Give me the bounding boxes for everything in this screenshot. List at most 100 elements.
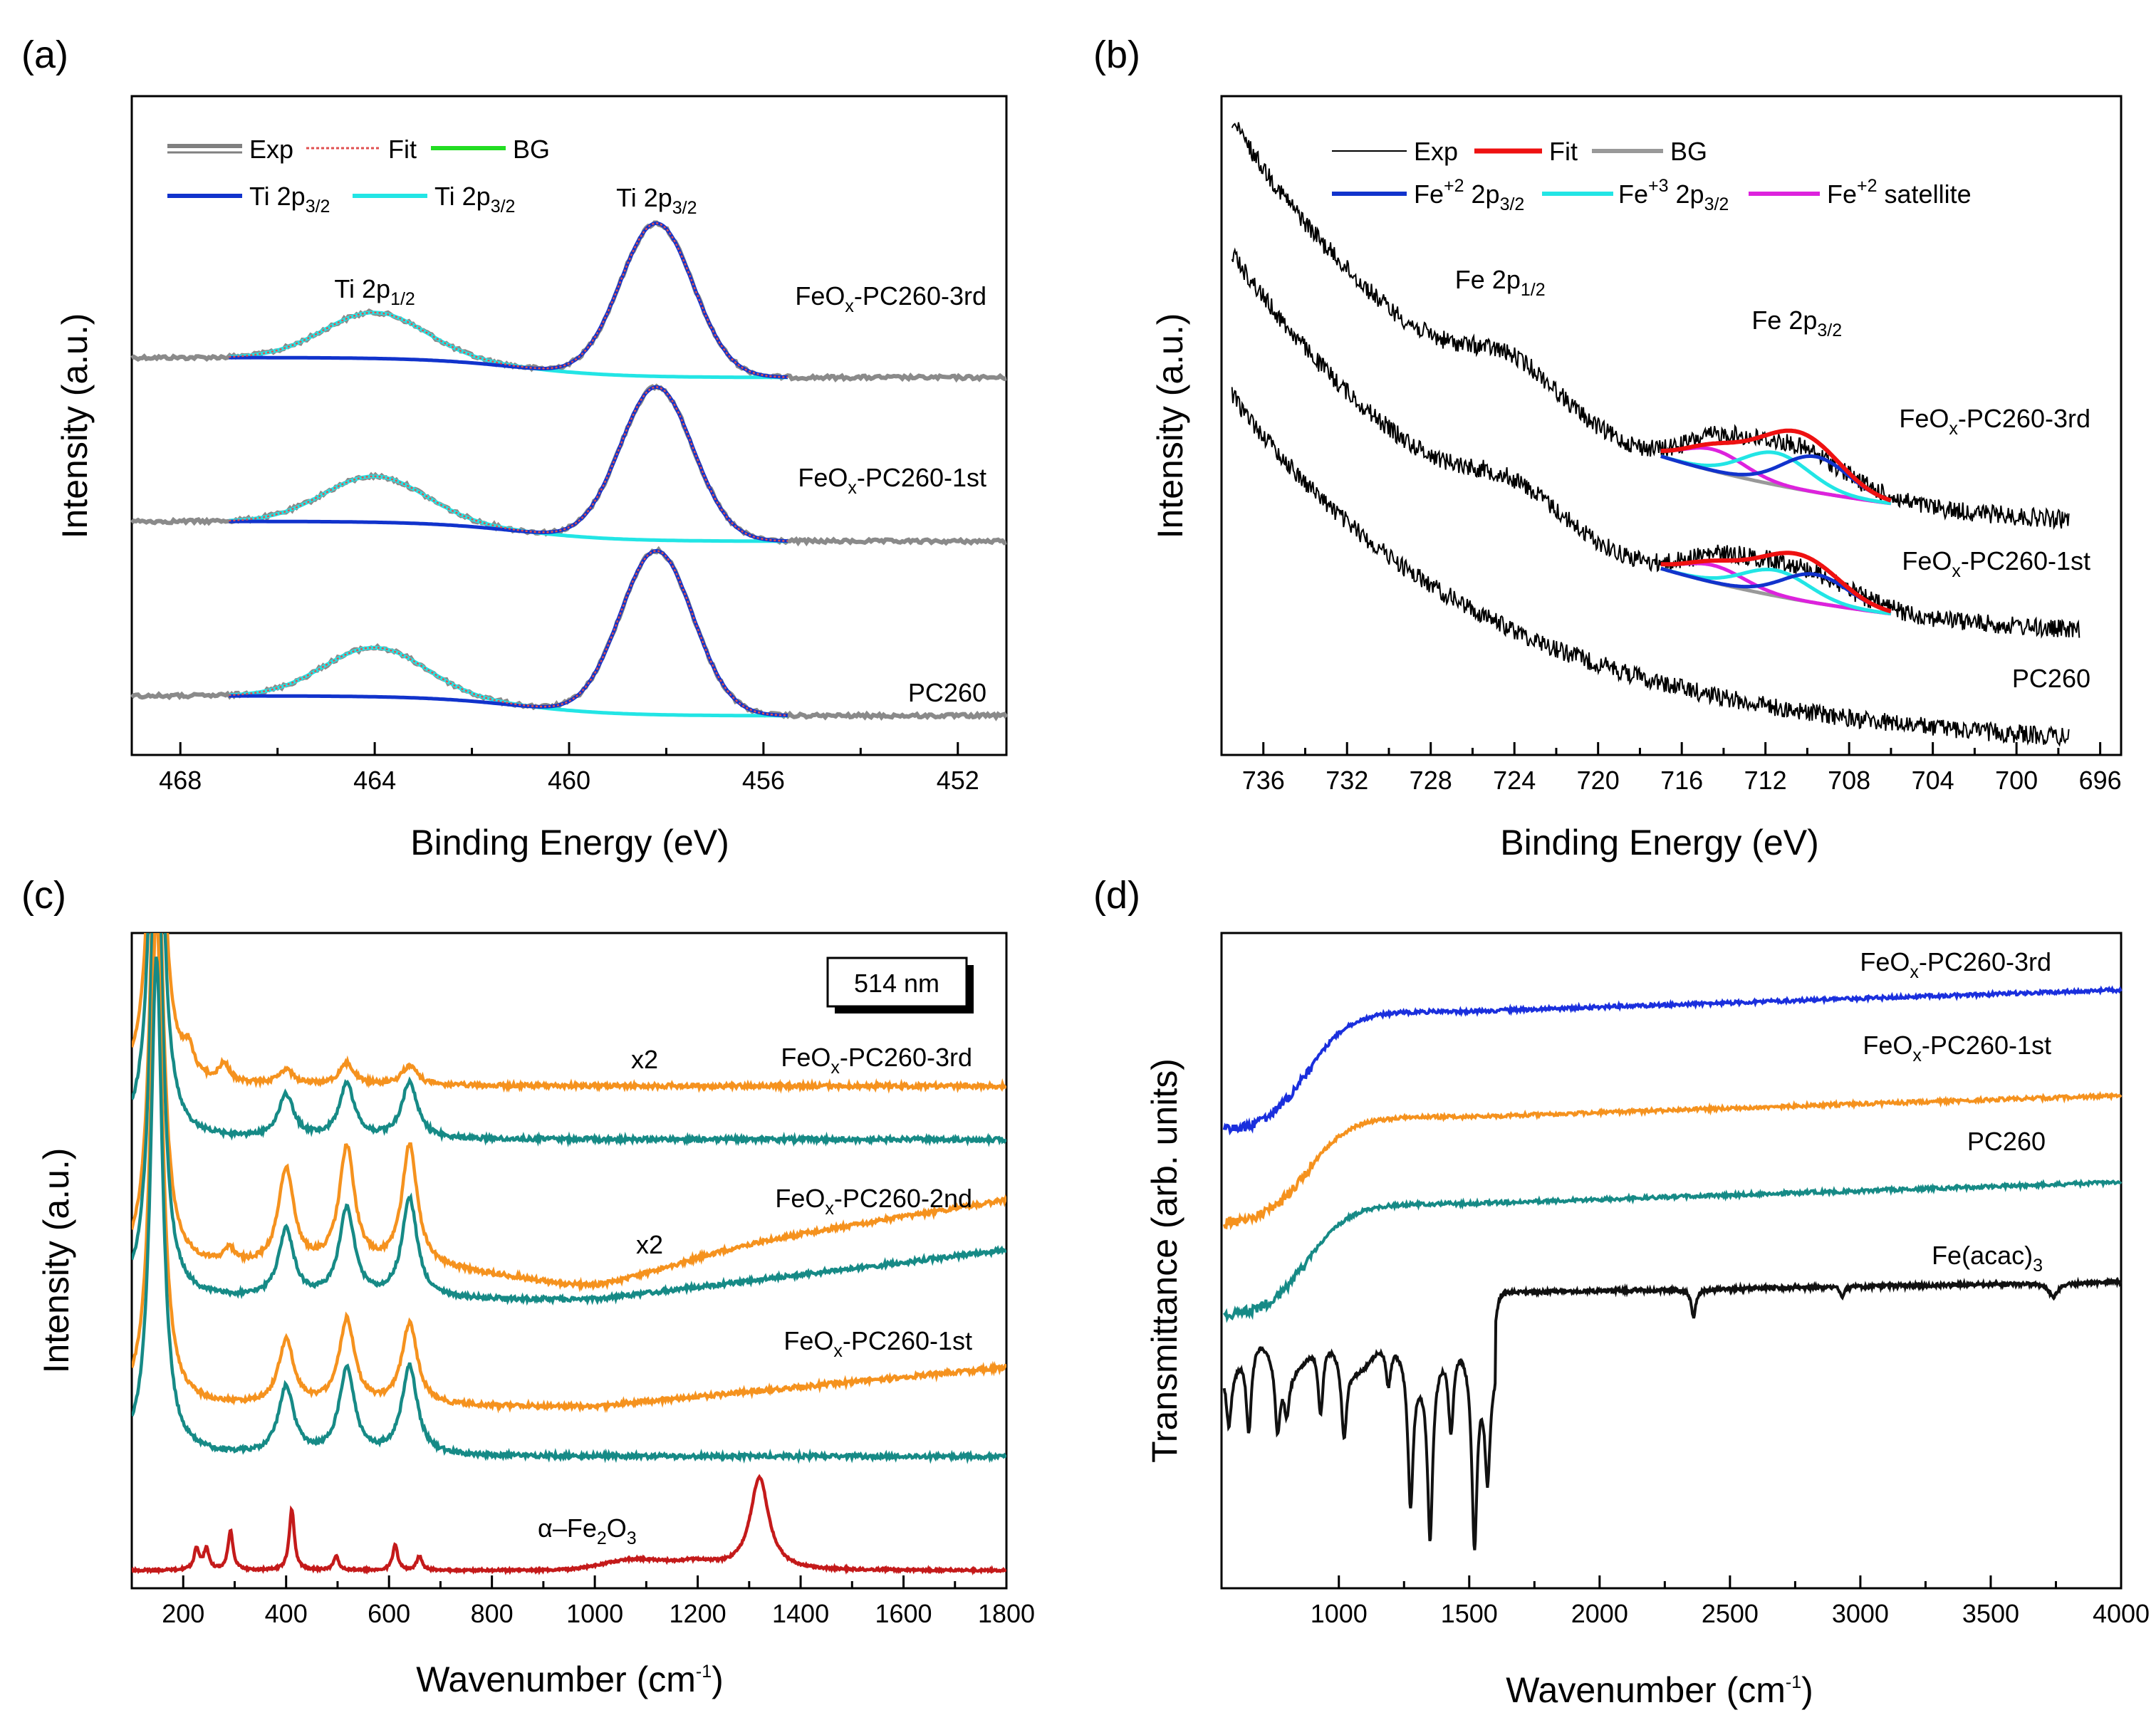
panel-a-fit-curve <box>229 386 788 542</box>
legend-b-fit-label: Fit <box>1549 137 1578 166</box>
panel-c-x-axis: 200 400 600 800 1000 1200 1400 1600 1800 <box>162 1575 1035 1628</box>
panel-c-label: (c) <box>21 874 66 917</box>
panel-c-y-label: Intensity (a.u.) <box>36 1148 76 1374</box>
panel-d-acac-curve <box>1222 1276 2122 1551</box>
panel-b-x-tick-label: 728 <box>1410 766 1452 795</box>
legend-ti-a-label: Ti 2p3/2 <box>249 182 330 217</box>
panel-c-raman-curve <box>132 957 1006 1464</box>
panel-c-series-label: FeOx-PC260-2nd <box>775 1184 972 1219</box>
panel-b-fe3-component <box>1660 450 1892 506</box>
panel-a-series-label: FeOx-PC260-3rd <box>795 281 986 316</box>
panel-b-exp-curve <box>1231 387 2070 747</box>
panel-b-x-tick-label: 696 <box>2079 766 2122 795</box>
panel-c-x-tick-label: 1000 <box>566 1599 623 1628</box>
panel-c-series-label: FeOx-PC260-1st <box>783 1326 972 1361</box>
panel-b-series-label: FeOx-PC260-1st <box>1902 546 2090 581</box>
legend-b-bg-label: BG <box>1670 137 1707 166</box>
panel-d-series-label: FeOx-PC260-3rd <box>1860 947 2051 982</box>
panel-a-x-tick-label: 452 <box>937 766 979 795</box>
panel-c-x-label: Wavenumber (cm-1) <box>416 1659 724 1699</box>
legend-ti-b-label: Ti 2p3/2 <box>434 182 515 217</box>
laser-wavelength: 514 nm <box>854 969 939 998</box>
panel-b-x-tick-label: 732 <box>1326 766 1368 795</box>
legend-b-sat-label: Fe+2 satellite <box>1827 176 1972 209</box>
panel-a-ti-3-2-component <box>229 385 788 543</box>
panel-b-fit-curve <box>1660 551 1892 614</box>
panel-b-x-tick-label: 720 <box>1577 766 1620 795</box>
panel-a-peak-label: Ti 2p1/2 <box>334 274 415 309</box>
panel-b-legend: Exp Fit BG Fe+2 2p3/2 Fe+3 2p3/2 Fe+2 sa… <box>1332 137 1972 214</box>
panel-b-y-label: Intensity (a.u.) <box>1150 313 1190 539</box>
panel-d-ir-curve <box>1222 1090 2123 1231</box>
panel-b-x-tick-label: 700 <box>1995 766 2038 795</box>
panel-b-frame <box>1220 95 2123 756</box>
panel-b-x-label: Binding Energy (eV) <box>1500 823 1818 862</box>
panel-c: (c) 200 400 600 800 1000 1200 1400 1600 1800 Int… <box>21 874 1035 1699</box>
panel-d-x-axis: 1000 1500 2000 2500 3000 3500 4000 <box>1311 1575 2150 1628</box>
panel-a: (a) 468 464 460 456 452 Intensity (a.u.) Bin… <box>21 33 1009 862</box>
panel-c-raman-curve <box>132 933 1006 1293</box>
panel-a-x-tick-label: 460 <box>548 766 590 795</box>
panel-a-annotations: FeOx-PC260-3rd FeOx-PC260-1st PC260 Ti 2p1/… <box>334 183 986 707</box>
panel-b-peak-label: Fe 2p1/2 <box>1455 265 1546 300</box>
panel-a-x-label: Binding Energy (eV) <box>410 823 729 862</box>
panel-b-fe2-satellite <box>1660 446 1892 506</box>
panel-b-x-tick-label: 736 <box>1242 766 1285 795</box>
legend-b-fe3-label: Fe+3 2p3/2 <box>1618 176 1729 214</box>
panel-d-x-tick-label: 3500 <box>1962 1599 2019 1628</box>
panel-c-x-tick-label: 1600 <box>875 1599 932 1628</box>
panel-d: (d) 1000 1500 2000 2500 3000 3500 4000 Transmi… <box>1093 874 2150 1710</box>
panel-a-legend: Exp Fit BG Ti 2p3/2 Ti 2p3/2 <box>167 135 550 217</box>
panel-b-fit-curve <box>1660 428 1892 503</box>
panel-c-x-tick-label: 800 <box>471 1599 514 1628</box>
panel-c-x-tick-label: 200 <box>162 1599 204 1628</box>
panel-c-series-label: FeOx-PC260-3rd <box>781 1043 972 1078</box>
panel-a-series-label: FeOx-PC260-1st <box>798 463 986 498</box>
panel-d-y-label: Transmittance (arb. units) <box>1145 1058 1184 1463</box>
panel-b-exp-curve <box>1231 122 2070 531</box>
panel-d-ir-curve <box>1223 1178 2123 1323</box>
panel-d-series-label: FeOx-PC260-1st <box>1863 1031 2051 1065</box>
panel-b: (b) 736 732 728 724 720 716 712 708 704 700 696 In… <box>1093 33 2123 862</box>
panel-b-series-label: FeOx-PC260-3rd <box>1899 404 2090 439</box>
panel-a-series-label: PC260 <box>908 678 986 707</box>
panel-a-x-axis: 468 464 460 456 452 <box>159 742 979 795</box>
panel-b-exp-curve <box>1231 247 2081 639</box>
panel-c-frame <box>130 932 1008 1590</box>
laser-box <box>826 957 968 1008</box>
panel-d-x-label: Wavenumber (cm-1) <box>1506 1670 1813 1710</box>
panel-a-y-label: Intensity (a.u.) <box>55 313 95 539</box>
legend-b-exp-label: Exp <box>1414 137 1458 166</box>
panel-c-series-label: α–Fe2O3 <box>538 1513 637 1548</box>
panel-d-x-tick-label: 2000 <box>1571 1599 1628 1628</box>
panel-a-curves <box>130 220 1009 721</box>
panel-c-x-tick-label: 1200 <box>670 1599 727 1628</box>
panel-d-annotations: FeOx-PC260-3rd FeOx-PC260-1st PC260 Fe(acac… <box>1860 947 2051 1276</box>
panel-c-x-tick-label: 1800 <box>978 1599 1035 1628</box>
panel-d-x-tick-label: 4000 <box>2093 1599 2150 1628</box>
panel-d-frame <box>1220 932 2123 1590</box>
panel-c-annotations: x2 x2 FeOx-PC260-3rd FeOx-PC260-2nd FeOx-PC2… <box>538 1043 972 1548</box>
panel-b-series-label: PC260 <box>2012 664 2090 693</box>
panel-b-x-tick-label: 724 <box>1493 766 1536 795</box>
panel-a-ti-3-2-component <box>229 221 788 380</box>
panel-c-raman-curve <box>132 933 1006 1147</box>
legend-exp-label: Exp <box>249 135 293 164</box>
panel-c-x-tick-label: 1400 <box>772 1599 829 1628</box>
legend-b-fe2-label: Fe+2 2p3/2 <box>1414 176 1524 214</box>
panel-b-x-tick-label: 716 <box>1660 766 1703 795</box>
panel-c-raman-curve <box>132 933 1006 1094</box>
panel-b-x-tick-label: 704 <box>1912 766 1954 795</box>
panel-b-x-tick-label: 712 <box>1744 766 1787 795</box>
panel-b-label: (b) <box>1093 33 1140 76</box>
panel-a-ti-3-2-component <box>229 548 788 717</box>
panel-d-x-tick-label: 1000 <box>1311 1599 1368 1628</box>
panel-a-label: (a) <box>21 33 68 76</box>
panel-c-hematite-curve <box>132 1474 1006 1575</box>
panel-d-x-tick-label: 2500 <box>1702 1599 1759 1628</box>
panel-a-fit-curve <box>229 222 788 378</box>
legend-fit-label: Fit <box>388 135 417 164</box>
panel-b-x-tick-label: 708 <box>1828 766 1870 795</box>
panel-a-x-tick-label: 464 <box>353 766 396 795</box>
